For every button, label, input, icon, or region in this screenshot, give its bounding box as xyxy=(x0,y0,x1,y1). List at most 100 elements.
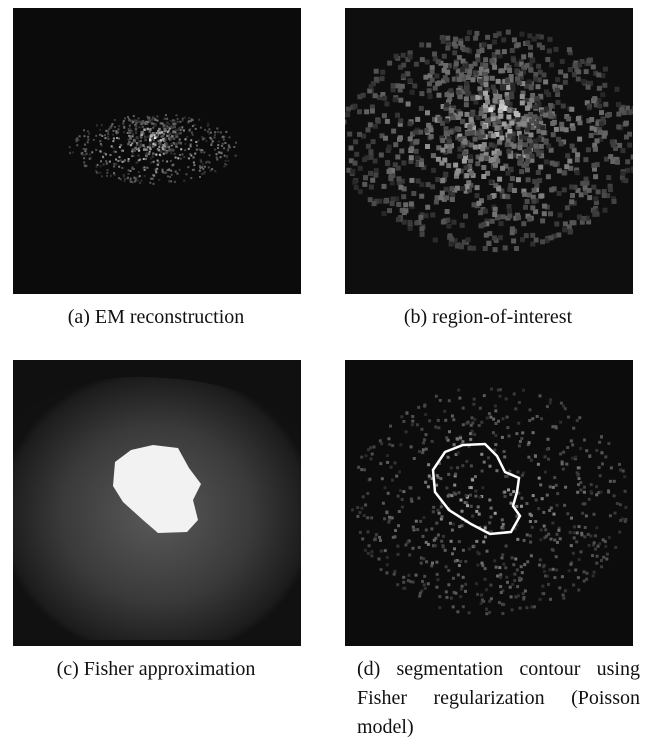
speckle xyxy=(150,157,152,159)
speckle xyxy=(412,526,415,529)
speckle xyxy=(173,143,175,145)
speckle xyxy=(484,535,487,538)
speckle xyxy=(408,54,413,59)
speckle xyxy=(537,463,540,466)
speckle xyxy=(438,606,441,609)
speckle xyxy=(149,142,152,145)
speckle xyxy=(414,149,419,154)
speckle xyxy=(451,552,454,555)
speckle xyxy=(546,174,551,179)
speckle xyxy=(543,113,548,118)
speckle xyxy=(604,455,607,458)
speckle xyxy=(500,591,503,594)
speckle xyxy=(454,493,457,496)
speckle xyxy=(608,536,611,539)
speckle xyxy=(166,143,169,146)
speckle xyxy=(518,156,523,161)
speckle xyxy=(478,135,483,140)
speckle xyxy=(564,589,567,592)
speckle xyxy=(490,219,495,224)
speckle xyxy=(442,545,445,548)
speckle xyxy=(113,164,115,166)
speckle xyxy=(551,548,554,551)
speckle xyxy=(166,161,168,163)
speckle xyxy=(600,92,605,97)
speckle xyxy=(488,107,493,112)
speckle xyxy=(200,127,202,129)
speckle xyxy=(162,135,165,138)
speckle xyxy=(431,440,434,443)
speckle xyxy=(530,233,535,238)
speckle xyxy=(570,193,575,198)
speckle xyxy=(179,139,181,141)
speckle xyxy=(429,128,434,133)
speckle xyxy=(589,117,594,122)
speckle xyxy=(169,176,171,178)
speckle xyxy=(168,146,170,148)
speckle xyxy=(375,533,378,536)
speckle xyxy=(546,92,551,97)
speckle xyxy=(496,119,501,124)
speckle xyxy=(144,175,146,177)
speckle xyxy=(173,123,176,126)
speckle xyxy=(450,494,453,497)
speckle xyxy=(165,138,168,141)
speckle xyxy=(578,416,581,419)
speckle xyxy=(401,73,406,78)
speckle xyxy=(520,505,523,508)
speckle xyxy=(540,239,545,244)
speckle xyxy=(514,407,517,410)
speckle xyxy=(434,74,439,79)
speckle xyxy=(367,552,370,555)
speckle xyxy=(95,135,97,137)
speckle xyxy=(177,157,179,159)
speckle xyxy=(345,119,346,124)
speckle xyxy=(427,88,432,93)
speckle xyxy=(476,564,479,567)
speckle xyxy=(367,530,370,533)
speckle xyxy=(143,148,146,151)
speckle xyxy=(473,70,478,75)
speckle xyxy=(444,102,449,107)
speckle xyxy=(184,149,186,151)
speckle xyxy=(202,163,204,165)
speckle xyxy=(387,169,392,174)
speckle xyxy=(524,590,527,593)
speckle xyxy=(600,565,603,568)
speckle xyxy=(478,424,481,427)
speckle xyxy=(499,135,504,140)
speckle xyxy=(149,147,152,150)
speckle xyxy=(620,108,625,113)
speckle xyxy=(601,462,604,465)
speckle xyxy=(454,592,457,595)
speckle xyxy=(517,471,520,474)
speckle xyxy=(597,86,602,91)
speckle xyxy=(115,159,117,161)
speckle xyxy=(485,118,490,123)
speckle xyxy=(107,169,109,171)
speckle xyxy=(478,79,483,84)
speckle xyxy=(433,238,438,243)
speckle xyxy=(214,170,216,172)
speckle xyxy=(370,457,373,460)
speckle xyxy=(549,187,554,192)
speckle xyxy=(494,404,497,407)
speckle xyxy=(527,456,530,459)
speckle xyxy=(589,133,594,138)
speckle xyxy=(452,42,457,47)
speckle xyxy=(588,455,591,458)
speckle xyxy=(205,140,207,142)
speckle xyxy=(175,157,177,159)
speckle xyxy=(166,146,169,149)
speckle xyxy=(373,446,376,449)
speckle xyxy=(472,433,475,436)
speckle xyxy=(449,108,454,113)
speckle xyxy=(549,401,552,404)
speckle xyxy=(462,151,467,156)
speckle xyxy=(152,132,155,135)
speckle xyxy=(353,139,358,144)
speckle xyxy=(457,451,460,454)
speckle xyxy=(543,79,548,84)
speckle xyxy=(382,184,387,189)
speckle xyxy=(547,49,552,54)
